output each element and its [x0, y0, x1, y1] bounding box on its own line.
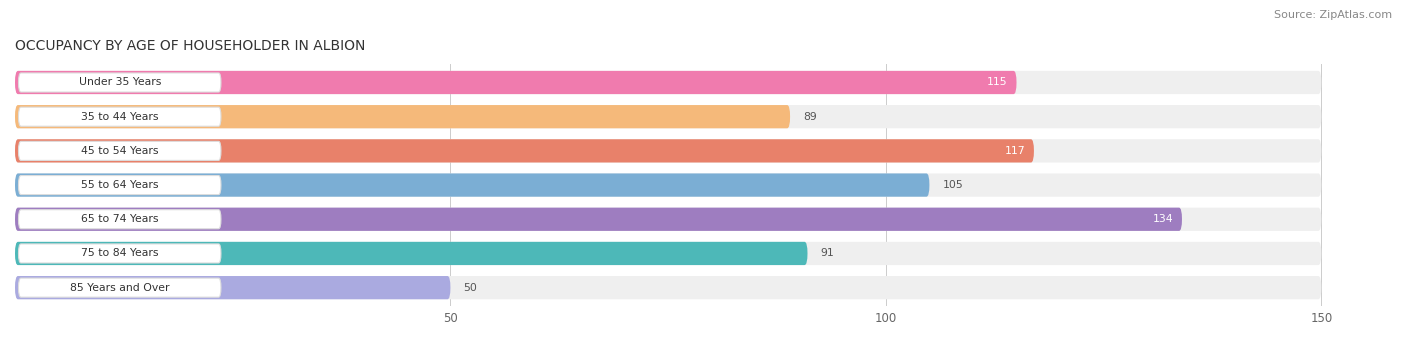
- FancyBboxPatch shape: [15, 105, 1322, 128]
- FancyBboxPatch shape: [15, 242, 1322, 265]
- Text: 115: 115: [987, 78, 1008, 87]
- FancyBboxPatch shape: [18, 141, 221, 160]
- FancyBboxPatch shape: [15, 276, 450, 299]
- FancyBboxPatch shape: [15, 71, 1322, 94]
- Text: 35 to 44 Years: 35 to 44 Years: [82, 112, 159, 122]
- Text: 85 Years and Over: 85 Years and Over: [70, 283, 170, 293]
- Text: 75 to 84 Years: 75 to 84 Years: [82, 249, 159, 258]
- FancyBboxPatch shape: [15, 139, 1033, 163]
- Text: OCCUPANCY BY AGE OF HOUSEHOLDER IN ALBION: OCCUPANCY BY AGE OF HOUSEHOLDER IN ALBIO…: [15, 39, 366, 53]
- FancyBboxPatch shape: [15, 208, 1182, 231]
- FancyBboxPatch shape: [18, 73, 221, 92]
- FancyBboxPatch shape: [15, 71, 1017, 94]
- Text: 134: 134: [1153, 214, 1173, 224]
- Text: 65 to 74 Years: 65 to 74 Years: [82, 214, 159, 224]
- FancyBboxPatch shape: [15, 173, 929, 197]
- FancyBboxPatch shape: [15, 208, 1322, 231]
- Text: 45 to 54 Years: 45 to 54 Years: [82, 146, 159, 156]
- FancyBboxPatch shape: [18, 244, 221, 263]
- Text: Source: ZipAtlas.com: Source: ZipAtlas.com: [1274, 10, 1392, 20]
- Text: 89: 89: [803, 112, 817, 122]
- Text: 50: 50: [464, 283, 478, 293]
- FancyBboxPatch shape: [18, 210, 221, 229]
- FancyBboxPatch shape: [18, 107, 221, 126]
- Text: Under 35 Years: Under 35 Years: [79, 78, 160, 87]
- FancyBboxPatch shape: [15, 242, 807, 265]
- Text: 55 to 64 Years: 55 to 64 Years: [82, 180, 159, 190]
- Text: 117: 117: [1005, 146, 1025, 156]
- FancyBboxPatch shape: [18, 175, 221, 194]
- FancyBboxPatch shape: [15, 139, 1322, 163]
- FancyBboxPatch shape: [15, 173, 1322, 197]
- FancyBboxPatch shape: [15, 276, 1322, 299]
- Text: 105: 105: [942, 180, 963, 190]
- Text: 91: 91: [821, 249, 834, 258]
- FancyBboxPatch shape: [18, 278, 221, 297]
- FancyBboxPatch shape: [15, 105, 790, 128]
